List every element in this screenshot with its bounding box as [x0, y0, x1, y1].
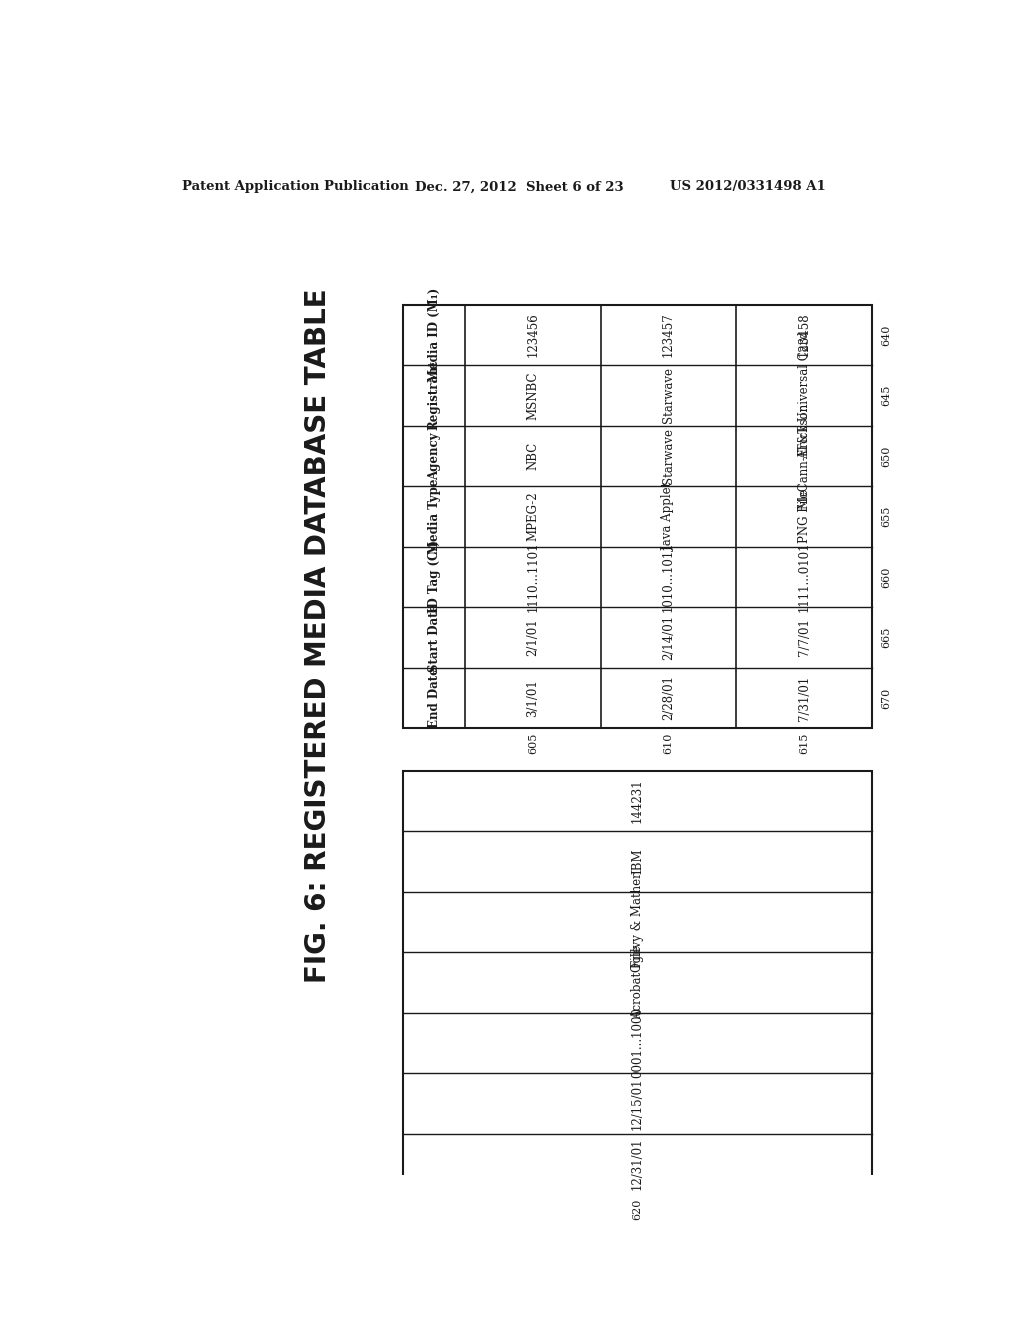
Text: NBC: NBC [526, 442, 540, 470]
Text: 1110...1101: 1110...1101 [526, 541, 540, 612]
Text: IBM: IBM [631, 849, 644, 874]
Text: 620: 620 [633, 1199, 643, 1220]
Text: 1111...0101: 1111...0101 [798, 541, 811, 612]
Text: 670: 670 [881, 688, 891, 709]
Text: ID Tag (C₂): ID Tag (C₂) [428, 540, 440, 614]
Text: 2/28/01: 2/28/01 [663, 676, 675, 721]
Text: Patent Application Publication: Patent Application Publication [182, 181, 409, 194]
Text: Registrant: Registrant [428, 360, 440, 430]
Text: 665: 665 [881, 627, 891, 648]
Text: Start Date: Start Date [428, 603, 440, 672]
Text: 605: 605 [528, 733, 538, 754]
Text: Media Type: Media Type [428, 479, 440, 554]
Text: McCann-Erickson: McCann-Erickson [798, 403, 811, 510]
Text: AT&T Universal Card: AT&T Universal Card [798, 331, 811, 459]
Text: End Date: End Date [428, 668, 440, 729]
Text: 144231: 144231 [631, 779, 644, 824]
Text: US 2012/0331498 A1: US 2012/0331498 A1 [671, 181, 826, 194]
Text: Acrobat File: Acrobat File [631, 945, 644, 1019]
Text: 7/31/01: 7/31/01 [798, 676, 811, 721]
Text: 12/15/01: 12/15/01 [631, 1077, 644, 1130]
Text: 123458: 123458 [798, 313, 811, 358]
Text: MPEG-2: MPEG-2 [526, 491, 540, 541]
Text: 123456: 123456 [526, 313, 540, 358]
Text: 645: 645 [881, 384, 891, 407]
Text: Java Applet: Java Applet [663, 482, 675, 550]
Text: Starwave: Starwave [663, 367, 675, 424]
Text: Dec. 27, 2012  Sheet 6 of 23: Dec. 27, 2012 Sheet 6 of 23 [415, 181, 624, 194]
Text: 2/14/01: 2/14/01 [663, 615, 675, 660]
Text: PNG File: PNG File [798, 490, 811, 544]
Text: Media ID (M₁): Media ID (M₁) [428, 288, 440, 381]
Text: MSNBC: MSNBC [526, 371, 540, 420]
Text: Agency: Agency [428, 432, 440, 479]
Text: 123457: 123457 [663, 313, 675, 358]
Bar [403, 305, 872, 729]
Text: 0001...1000: 0001...1000 [631, 1007, 644, 1078]
Text: 12/31/01: 12/31/01 [631, 1138, 644, 1191]
Text: 655: 655 [881, 506, 891, 527]
Text: 610: 610 [664, 733, 674, 754]
Text: 640: 640 [881, 325, 891, 346]
Bar [403, 771, 872, 1195]
Text: 7/7/01: 7/7/01 [798, 619, 811, 656]
Text: 2/1/01: 2/1/01 [526, 619, 540, 656]
Text: FIG. 6: REGISTERED MEDIA DATABASE TABLE: FIG. 6: REGISTERED MEDIA DATABASE TABLE [304, 289, 332, 983]
Text: 660: 660 [881, 566, 891, 587]
Text: 1010...1011: 1010...1011 [663, 541, 675, 612]
Text: 650: 650 [881, 445, 891, 467]
Text: Ogilvy & Mather: Ogilvy & Mather [631, 873, 644, 972]
Text: Starwave: Starwave [663, 428, 675, 484]
Text: 615: 615 [799, 733, 809, 754]
Text: 3/1/01: 3/1/01 [526, 678, 540, 717]
